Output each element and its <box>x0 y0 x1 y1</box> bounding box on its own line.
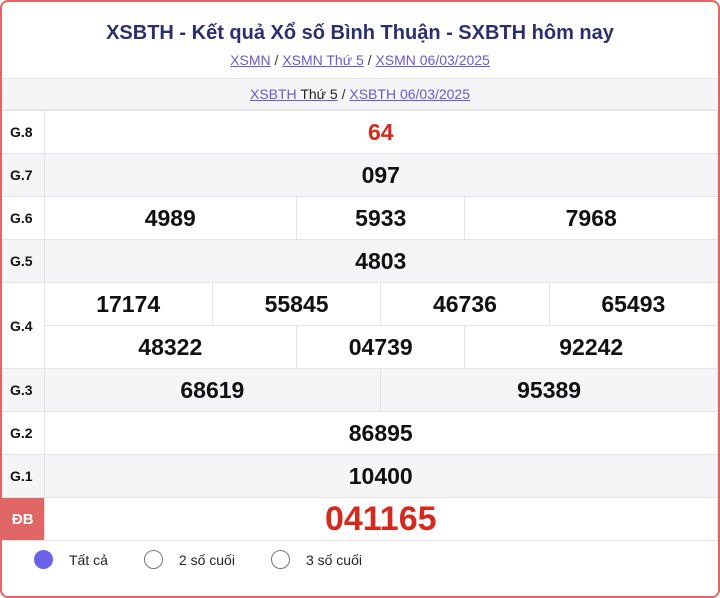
row-g7: G.7 097 <box>2 153 718 197</box>
prize-label: ĐB <box>2 497 45 541</box>
prize-label: G.1 <box>2 454 45 498</box>
option-label: 3 số cuối <box>305 551 362 568</box>
sub-breadcrumb: XSBTH Thứ 5 / XSBTH 06/03/2025 <box>2 78 718 110</box>
prize-value: 48322 <box>43 325 298 369</box>
prize-label: G.6 <box>2 196 45 240</box>
row-g5: G.5 4803 <box>2 239 718 283</box>
link-xsmn[interactable]: XSMN <box>230 52 271 68</box>
prize-value: 4989 <box>43 196 298 240</box>
prize-label: G.8 <box>2 110 45 154</box>
row-g4b: 48322 04739 92242 <box>2 325 718 369</box>
option-label: 2 số cuối <box>178 551 235 568</box>
prize-value: 7968 <box>464 196 718 240</box>
link-xsmn-thu5[interactable]: XSMN Thứ 5 <box>282 52 364 68</box>
link-day: Thứ 5 <box>300 86 338 102</box>
prize-value: 95389 <box>380 368 718 412</box>
prize-value: 65493 <box>548 282 718 326</box>
results-table: G.8 64 G.7 097 G.6 4989 5933 7968 G.5 4803 G.4… <box>2 110 718 541</box>
row-g3: G.3 68619 95389 <box>2 368 718 412</box>
prize-value: 10400 <box>43 454 718 498</box>
prize-value: 92242 <box>464 325 718 369</box>
prize-value: 4803 <box>43 239 718 283</box>
prize-label: G.2 <box>2 411 45 455</box>
page-title: XSBTH - Kết quả Xổ số Bình Thuận - SXBTH… <box>106 22 614 44</box>
row-g2: G.2 86895 <box>2 411 718 455</box>
prize-value: 86895 <box>43 411 718 455</box>
row-db: ĐB 041165 <box>2 497 718 541</box>
radio-checked-icon[interactable] <box>34 550 53 569</box>
prize-value: 5933 <box>296 196 466 240</box>
prize-label: G.5 <box>2 239 45 283</box>
prize-label: G.3 <box>2 368 45 412</box>
prize-value: 55845 <box>211 282 382 326</box>
option-last-2[interactable]: 2 số cuối <box>143 550 235 569</box>
option-all[interactable]: Tất cả <box>34 550 108 569</box>
row-g4: G.4 17174 55845 46736 65493 <box>2 282 718 369</box>
prize-value: 68619 <box>43 368 382 412</box>
row-g6: G.6 4989 5933 7968 <box>2 196 718 240</box>
link-text: XSBTH <box>249 86 297 102</box>
row-g8: G.8 64 <box>2 110 718 154</box>
link-xsbth-thu5[interactable]: XSBTH Thứ 5 <box>250 86 338 102</box>
row-g1: G.1 10400 <box>2 454 718 498</box>
prize-label: G.4 <box>2 282 45 369</box>
display-options: Tất cả 2 số cuối 3 số cuối <box>34 550 398 569</box>
prize-label: G.7 <box>2 153 45 197</box>
breadcrumb: XSMN / XSMN Thứ 5 / XSMN 06/03/2025 <box>230 52 490 68</box>
link-xsmn-date[interactable]: XSMN 06/03/2025 <box>375 52 490 68</box>
prize-value: 041165 <box>43 497 718 541</box>
radio-unchecked-icon[interactable] <box>143 550 163 569</box>
prize-value: 46736 <box>380 282 550 326</box>
radio-unchecked-icon[interactable] <box>270 550 290 569</box>
prize-value: 17174 <box>43 282 213 326</box>
prize-value: 097 <box>43 153 718 197</box>
option-label: Tất cả <box>69 551 108 568</box>
link-xsbth-date[interactable]: XSBTH 06/03/2025 <box>349 86 471 102</box>
prize-value: 64 <box>43 110 718 154</box>
prize-value: 04739 <box>296 325 466 369</box>
option-last-3[interactable]: 3 số cuối <box>270 550 362 569</box>
